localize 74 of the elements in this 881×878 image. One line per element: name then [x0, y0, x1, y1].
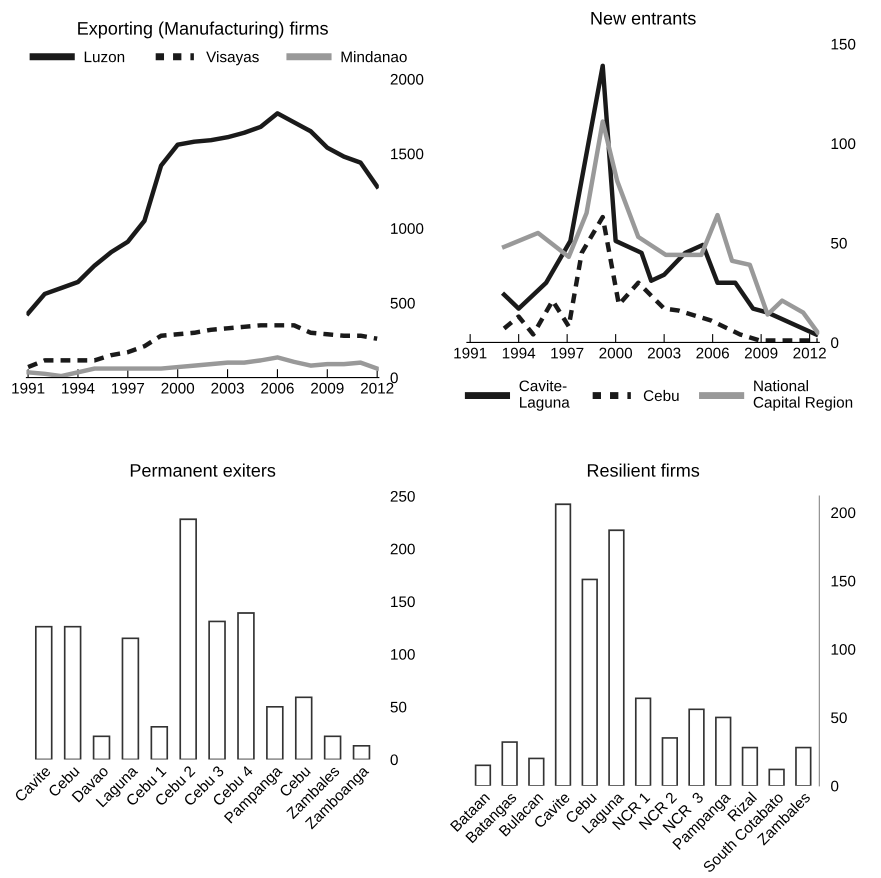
bar — [742, 746, 758, 786]
legend-label: Visayas — [206, 51, 259, 66]
bar — [237, 612, 255, 760]
bar — [768, 768, 785, 786]
bar — [64, 626, 82, 760]
chart-title: Exporting (Manufacturing) firms — [78, 21, 328, 38]
x-tick-label: 1991 — [454, 348, 486, 359]
x-tick-label: 2009 — [744, 348, 778, 359]
bar — [266, 706, 284, 760]
x-tick-label: 2003 — [648, 348, 680, 359]
bar — [634, 698, 652, 786]
bar — [501, 741, 518, 786]
bar — [34, 626, 53, 760]
x-tick-label: 2000 — [599, 348, 632, 359]
chart-title: Permanent exiters — [130, 464, 276, 477]
bar — [582, 578, 598, 786]
y-tick-label: 150 — [832, 38, 856, 50]
bar — [324, 735, 342, 760]
y-tick-label: 0 — [831, 337, 838, 348]
bar — [554, 503, 572, 786]
bar — [474, 764, 492, 786]
bar — [608, 529, 625, 786]
y-tick-label: 100 — [832, 138, 856, 150]
y-tick-label: 0 — [390, 372, 398, 384]
y-tick-label: 50 — [831, 238, 847, 249]
x-tick-label: 1994 — [62, 382, 95, 394]
chart-title: Resilient firms — [588, 464, 700, 477]
x-tick-label: 2003 — [211, 382, 244, 394]
legend-label: Luzon — [84, 52, 124, 62]
y-tick-label: 200 — [390, 544, 415, 554]
y-tick-label: 50 — [831, 712, 847, 724]
x-tick-label: 2000 — [161, 382, 194, 394]
line-series — [26, 355, 379, 378]
legend-label: Mindanao — [342, 51, 407, 62]
y-tick-label: 100 — [391, 648, 415, 660]
y-tick-label: 250 — [390, 490, 415, 502]
bar — [662, 737, 678, 786]
x-tick-label: 1997 — [551, 348, 584, 359]
x-tick-label: 2012 — [360, 382, 394, 394]
bar — [208, 620, 226, 760]
x-tick-label: 1997 — [112, 382, 144, 394]
y-tick-label: 50 — [390, 702, 406, 712]
x-tick-label: 1991 — [12, 382, 44, 394]
bar — [294, 696, 313, 760]
bar — [150, 726, 168, 760]
bar — [352, 744, 370, 760]
line-series — [26, 111, 379, 316]
y-tick-label: 2000 — [390, 74, 424, 85]
y-tick-label: 0 — [390, 754, 398, 766]
x-tick-label: 2012 — [793, 348, 826, 359]
y-tick-label: 200 — [831, 507, 856, 518]
bar — [688, 708, 705, 786]
y-tick-label: 500 — [390, 298, 415, 309]
y-tick-label: 100 — [832, 644, 856, 655]
x-tick-label: 2009 — [311, 382, 344, 394]
x-tick-label: 1994 — [502, 348, 536, 359]
bar — [122, 637, 140, 760]
chart-title: New entrants — [591, 12, 696, 25]
bar — [179, 518, 197, 760]
y-tick-label: 0 — [831, 780, 838, 792]
y-tick-label: 150 — [832, 576, 856, 586]
y-tick-label: 1500 — [391, 148, 424, 160]
line-series — [502, 119, 820, 335]
y-tick-label: 1000 — [391, 223, 424, 234]
bar — [795, 746, 812, 786]
line-series — [26, 323, 379, 370]
bar — [715, 716, 732, 786]
x-tick-label: 2006 — [261, 382, 294, 394]
bar — [528, 758, 545, 786]
legend-label: National Capital Region — [754, 380, 852, 411]
y-tick-label: 150 — [391, 596, 415, 608]
x-tick-label: 2006 — [696, 348, 729, 359]
bar — [92, 735, 110, 760]
legend-label: Cavite- Laguna — [520, 380, 570, 411]
